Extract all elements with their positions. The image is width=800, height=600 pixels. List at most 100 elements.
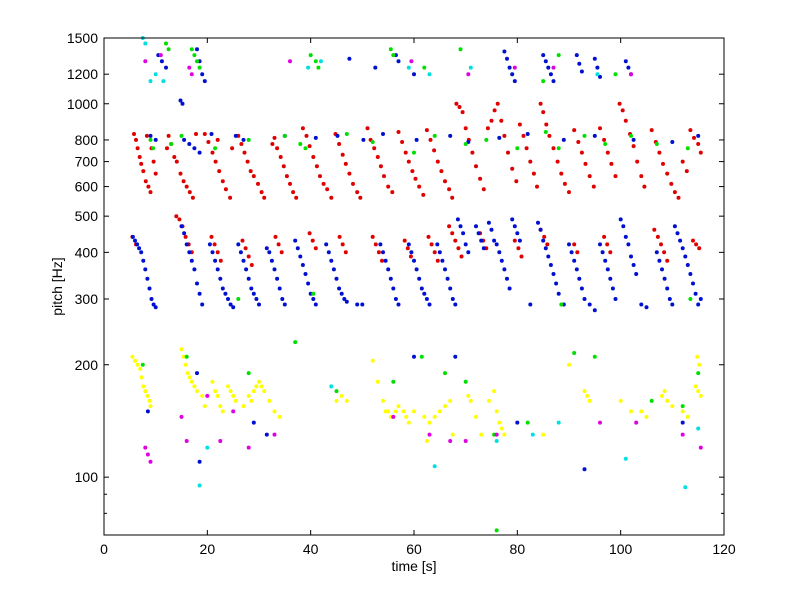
data-point <box>215 137 220 142</box>
data-point <box>166 133 171 138</box>
data-point <box>634 272 639 276</box>
data-point <box>358 195 363 200</box>
data-point <box>189 47 194 52</box>
data-point <box>256 181 260 186</box>
data-point <box>314 164 319 169</box>
data-point <box>267 398 272 403</box>
data-point <box>463 379 468 384</box>
data-point <box>326 250 331 255</box>
data-point <box>231 305 236 310</box>
data-point <box>351 181 355 186</box>
data-point <box>153 72 158 77</box>
data-point <box>476 231 481 236</box>
data-point <box>251 420 256 425</box>
data-point <box>657 150 662 155</box>
data-point <box>210 379 215 384</box>
data-point <box>556 146 561 151</box>
data-point <box>541 238 546 243</box>
data-point <box>572 242 577 247</box>
data-point <box>153 137 158 142</box>
data-point <box>556 291 561 296</box>
data-point <box>644 305 649 310</box>
data-point <box>644 414 649 419</box>
data-point <box>318 174 322 179</box>
y-tick-label: 100 <box>75 469 99 485</box>
data-point <box>396 59 401 64</box>
data-point <box>678 238 683 243</box>
data-point <box>226 384 230 389</box>
data-point <box>422 291 427 296</box>
data-point <box>470 150 475 155</box>
data-point <box>174 214 179 219</box>
data-point <box>598 126 602 131</box>
data-point <box>567 190 571 195</box>
data-point <box>241 258 246 263</box>
data-point <box>551 65 556 70</box>
data-point <box>680 409 685 414</box>
data-point <box>192 53 197 58</box>
data-point <box>479 238 484 243</box>
data-point <box>337 142 342 146</box>
data-point <box>240 238 245 243</box>
data-point <box>412 258 416 263</box>
data-point <box>635 159 640 164</box>
data-point <box>267 250 272 255</box>
data-point <box>373 65 378 70</box>
data-point <box>497 135 502 140</box>
data-point <box>419 354 424 359</box>
data-point <box>178 171 183 176</box>
data-point <box>272 432 277 437</box>
data-point <box>166 47 171 52</box>
data-point <box>262 389 267 394</box>
data-point <box>696 389 701 394</box>
data-point <box>213 258 218 263</box>
data-point <box>236 297 241 301</box>
data-point <box>386 409 391 414</box>
data-point <box>195 371 199 376</box>
data-point <box>439 169 444 174</box>
data-point <box>412 409 416 414</box>
data-point <box>463 126 468 131</box>
data-point <box>406 65 411 70</box>
data-point <box>381 398 385 403</box>
data-point <box>694 242 699 247</box>
data-point <box>149 297 154 301</box>
data-point <box>626 242 631 247</box>
data-point <box>143 389 148 394</box>
data-point <box>194 132 198 136</box>
data-point <box>461 231 466 236</box>
data-point <box>396 130 401 134</box>
data-point <box>251 291 256 296</box>
data-point <box>598 74 602 79</box>
data-point <box>652 227 657 232</box>
data-point <box>339 393 344 398</box>
data-point <box>680 404 685 409</box>
data-point <box>130 354 135 359</box>
data-point <box>546 254 551 259</box>
data-point <box>245 159 250 164</box>
data-point <box>335 133 340 138</box>
data-point <box>344 132 349 136</box>
data-point <box>494 528 499 533</box>
data-point <box>603 258 608 263</box>
data-point <box>587 398 592 403</box>
data-point <box>516 246 521 251</box>
data-point <box>489 118 494 123</box>
data-point <box>654 142 659 146</box>
data-point <box>417 184 422 189</box>
data-point <box>249 286 254 291</box>
data-point <box>195 59 199 64</box>
data-point <box>220 409 225 414</box>
data-point <box>181 354 186 359</box>
data-point <box>519 254 524 259</box>
data-point <box>340 152 345 157</box>
data-point <box>319 59 323 64</box>
data-point <box>670 302 675 307</box>
data-point <box>228 302 233 307</box>
data-point <box>179 414 184 419</box>
data-point <box>313 135 318 140</box>
data-point <box>300 126 305 131</box>
data-point <box>662 276 667 281</box>
data-point <box>246 137 251 142</box>
data-point <box>378 164 383 169</box>
